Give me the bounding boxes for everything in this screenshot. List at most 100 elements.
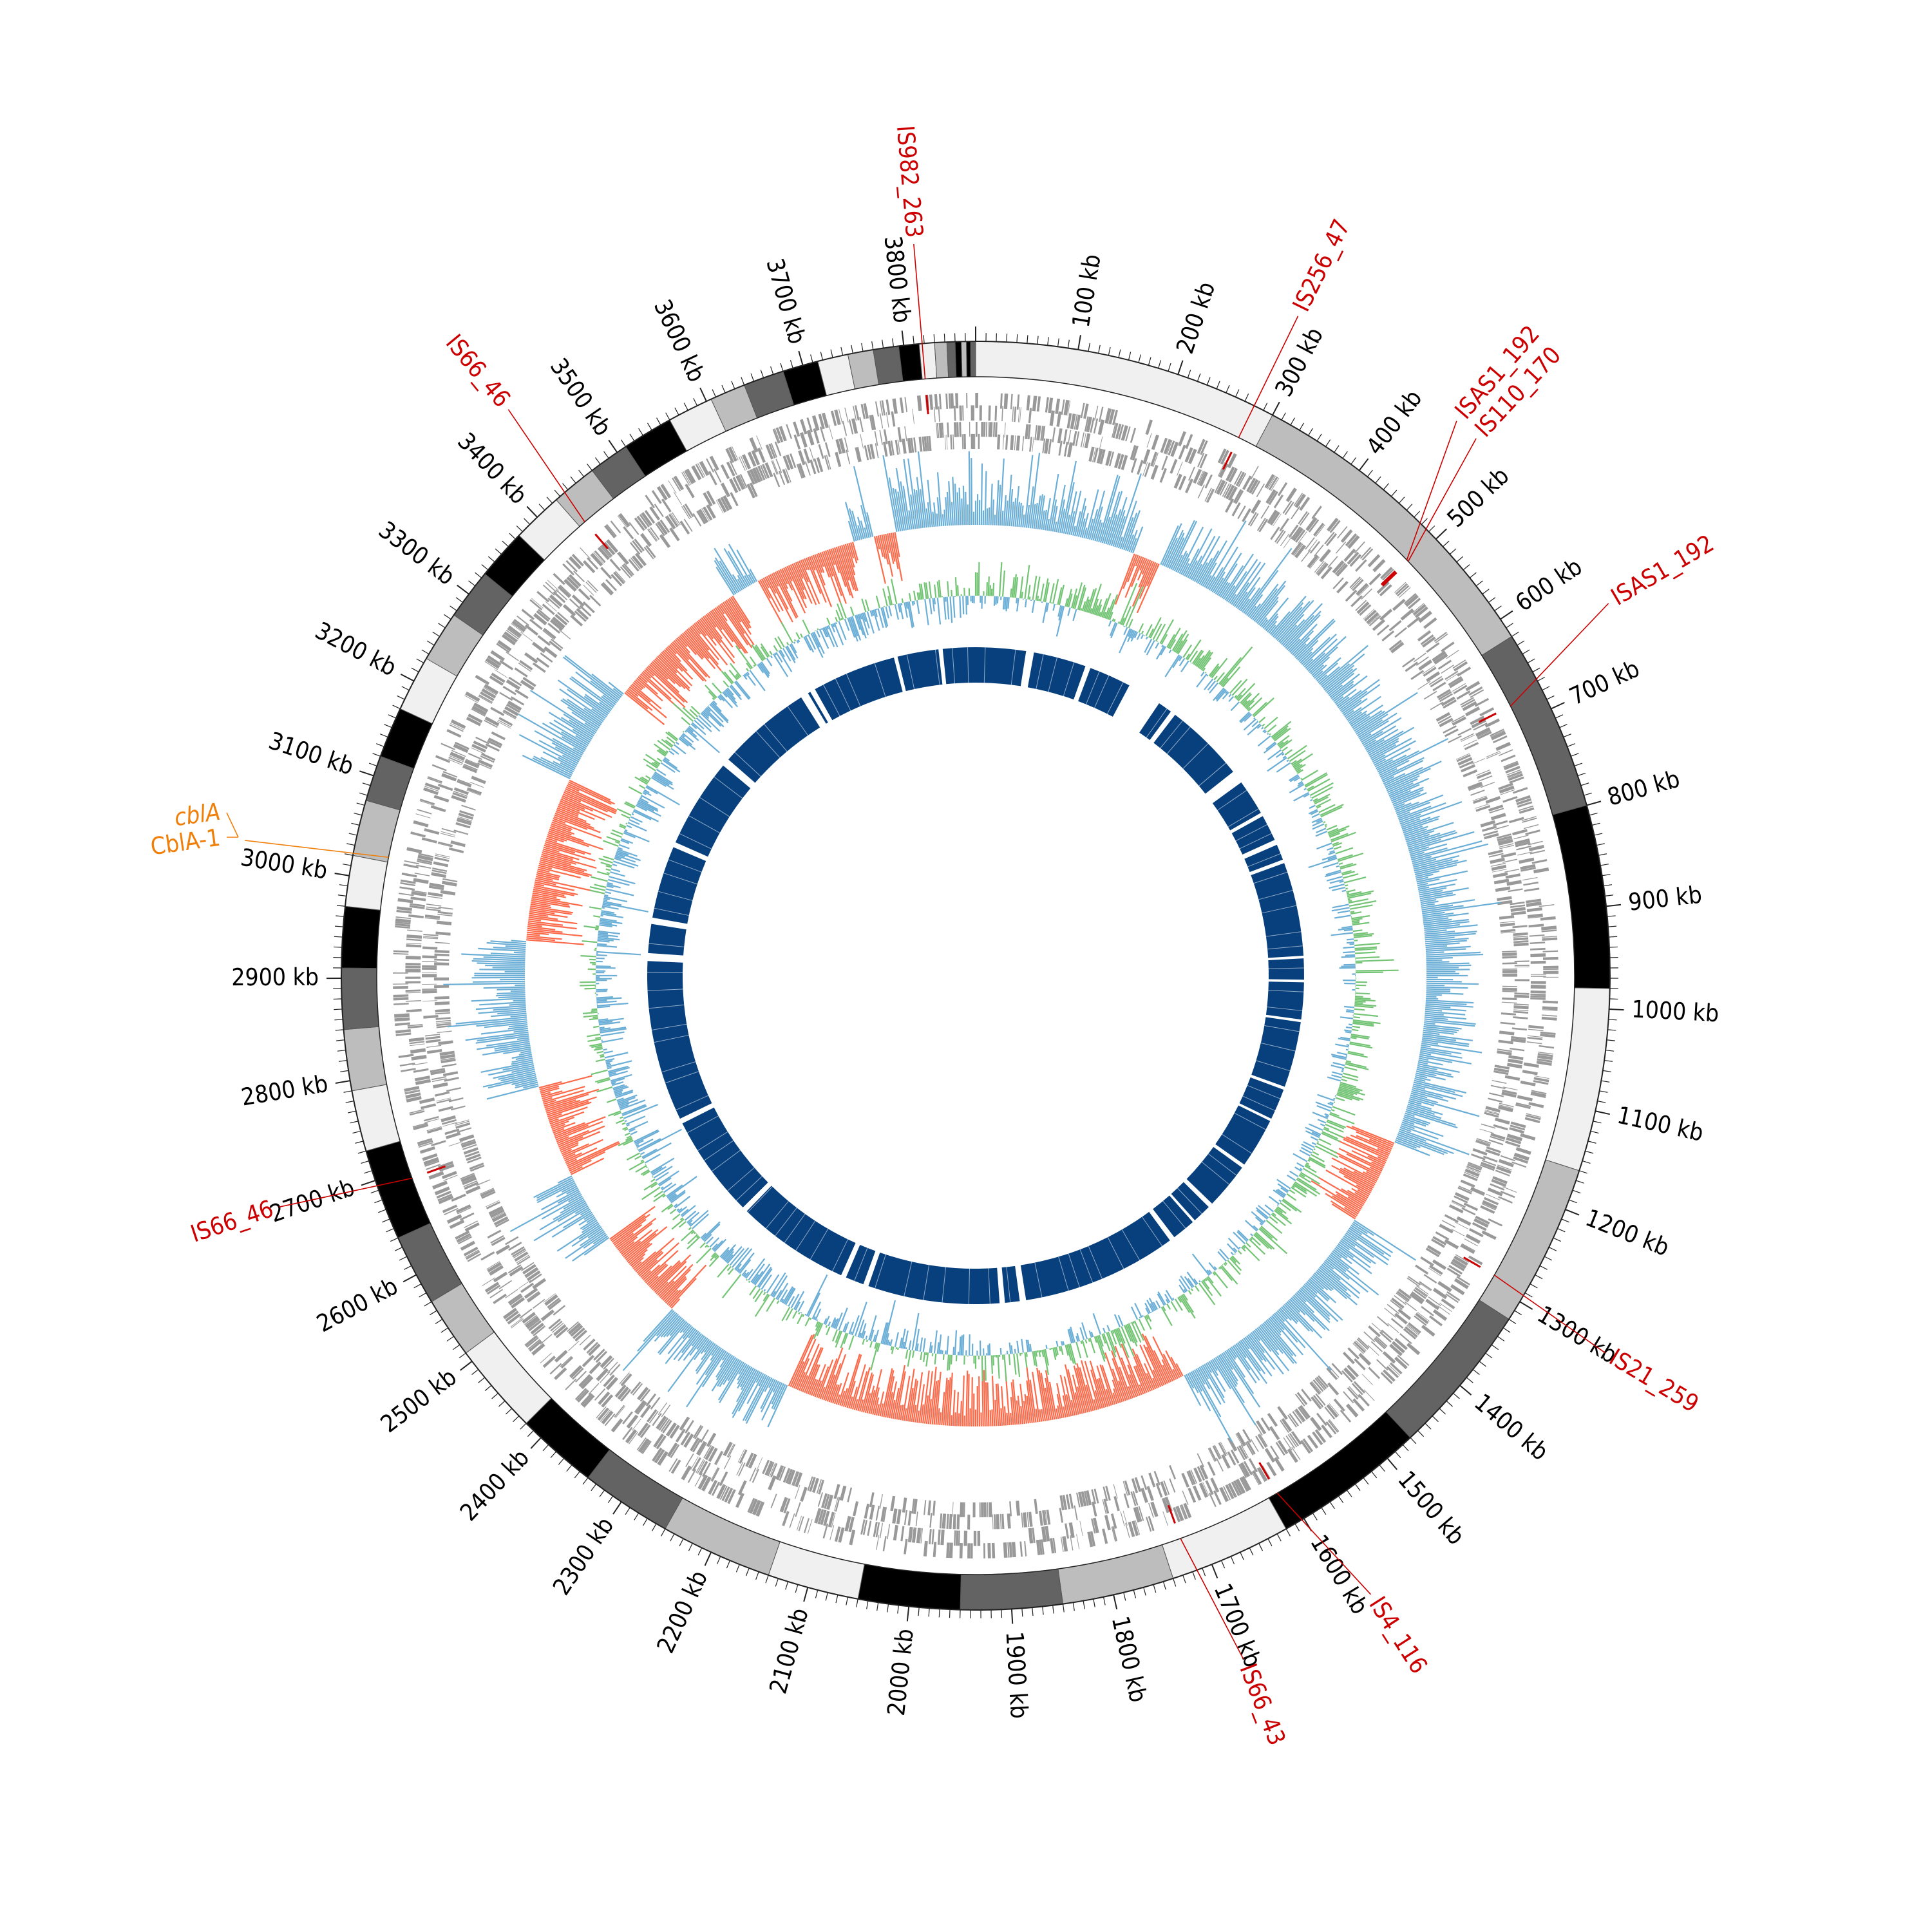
cds-feature (566, 576, 580, 589)
cds-feature (749, 1499, 758, 1514)
minor-tick (647, 422, 652, 431)
cds-feature (1138, 1506, 1144, 1521)
minor-tick (1299, 422, 1305, 431)
cds-feature (978, 433, 980, 450)
cds-feature (1527, 1035, 1543, 1038)
minor-tick (1414, 511, 1421, 518)
minor-tick (413, 1283, 422, 1289)
cds-feature (526, 1291, 540, 1301)
minor-tick (475, 572, 482, 578)
cds-feature (1485, 1106, 1501, 1113)
homology-subdivider (734, 752, 761, 777)
cds-feature (1324, 1406, 1336, 1420)
cds-feature (407, 1025, 423, 1029)
cds-feature (981, 422, 984, 437)
homology-subdivider (764, 724, 788, 752)
cds-feature (1359, 604, 1372, 616)
cds-feature (1125, 426, 1131, 442)
minor-tick (587, 463, 592, 471)
cds-feature (1369, 616, 1381, 627)
cds-feature (1390, 1318, 1404, 1329)
contig-segment (465, 1331, 552, 1424)
cds-feature (740, 455, 748, 470)
cds-feature (913, 437, 917, 453)
cds-feature (1428, 676, 1443, 685)
cds-feature (1498, 1159, 1514, 1168)
cds-feature (1080, 402, 1085, 419)
cds-feature (1518, 805, 1534, 811)
cds-feature (405, 956, 421, 960)
cds-feature (574, 1370, 587, 1383)
cds-feature (1366, 612, 1379, 625)
homology-subdivider (775, 1208, 797, 1236)
cds-feature (946, 435, 948, 450)
cds-feature (679, 1416, 690, 1431)
cds-feature (463, 763, 478, 771)
minor-tick (359, 792, 368, 796)
minor-tick (1557, 1228, 1566, 1233)
cds-feature (426, 904, 442, 907)
cds-feature (404, 1090, 421, 1095)
cds-feature (637, 1423, 649, 1437)
cds-feature (1419, 1281, 1432, 1291)
cds-feature (1510, 1047, 1525, 1052)
cds-feature (810, 459, 817, 475)
cds-feature (1178, 444, 1186, 460)
cds-feature (1530, 981, 1546, 984)
cds-feature (1225, 498, 1235, 513)
tick-label: 200 kb (1171, 278, 1220, 357)
cds-feature (1113, 1496, 1120, 1511)
cds-feature (1425, 1298, 1440, 1311)
contig-segment (934, 341, 949, 379)
cds-feature (1256, 517, 1266, 531)
cds-feature (1246, 1441, 1256, 1455)
is-leader-line (1510, 603, 1609, 707)
tick-label: 3000 kb (239, 844, 330, 885)
cds-feature (1528, 840, 1543, 846)
cds-feature (1389, 1362, 1403, 1375)
minor-tick (815, 1589, 819, 1598)
cds-feature (601, 544, 613, 557)
cds-feature (1292, 527, 1304, 542)
cds-feature (1480, 1205, 1495, 1214)
cds-feature (828, 424, 833, 440)
cds-feature (404, 860, 420, 865)
cds-feature (1048, 439, 1052, 455)
cds-feature (408, 1037, 424, 1043)
cds-feature (424, 1160, 440, 1167)
cds-feature (1352, 1343, 1364, 1354)
cds-feature (554, 614, 568, 626)
cds-feature (1336, 581, 1349, 594)
cds-feature (1407, 1324, 1420, 1334)
cds-feature (558, 629, 571, 639)
homology-subdivider (906, 654, 915, 690)
cds-feature (1087, 1531, 1094, 1548)
cds-feature (1487, 1188, 1503, 1197)
cds-feature (817, 1492, 824, 1507)
cds-feature (1108, 451, 1115, 467)
cds-feature (1454, 1278, 1469, 1289)
cds-feature (1463, 769, 1478, 778)
cds-feature (1376, 1359, 1388, 1371)
cds-feature (1231, 1481, 1240, 1497)
cds-feature (675, 1428, 686, 1443)
cds-feature (1150, 1501, 1159, 1517)
cds-feature (1296, 1392, 1308, 1405)
cds-feature (433, 861, 449, 867)
cds-feature (536, 657, 550, 668)
cds-feature (695, 464, 705, 478)
cds-feature (991, 1542, 996, 1558)
minor-tick (334, 1009, 343, 1010)
homology-subdivider (1222, 1133, 1253, 1154)
cds-feature (1543, 965, 1558, 969)
cds-feature (1394, 1295, 1406, 1305)
cds-feature (417, 809, 432, 815)
tick-label: 2500 kb (375, 1363, 462, 1438)
cds-feature (507, 700, 522, 711)
cds-feature (620, 1388, 632, 1402)
cds-feature (553, 573, 565, 585)
cds-feature (992, 1514, 994, 1530)
cds-feature (421, 837, 437, 844)
cds-feature (818, 1479, 825, 1495)
cds-feature (1517, 1095, 1533, 1102)
